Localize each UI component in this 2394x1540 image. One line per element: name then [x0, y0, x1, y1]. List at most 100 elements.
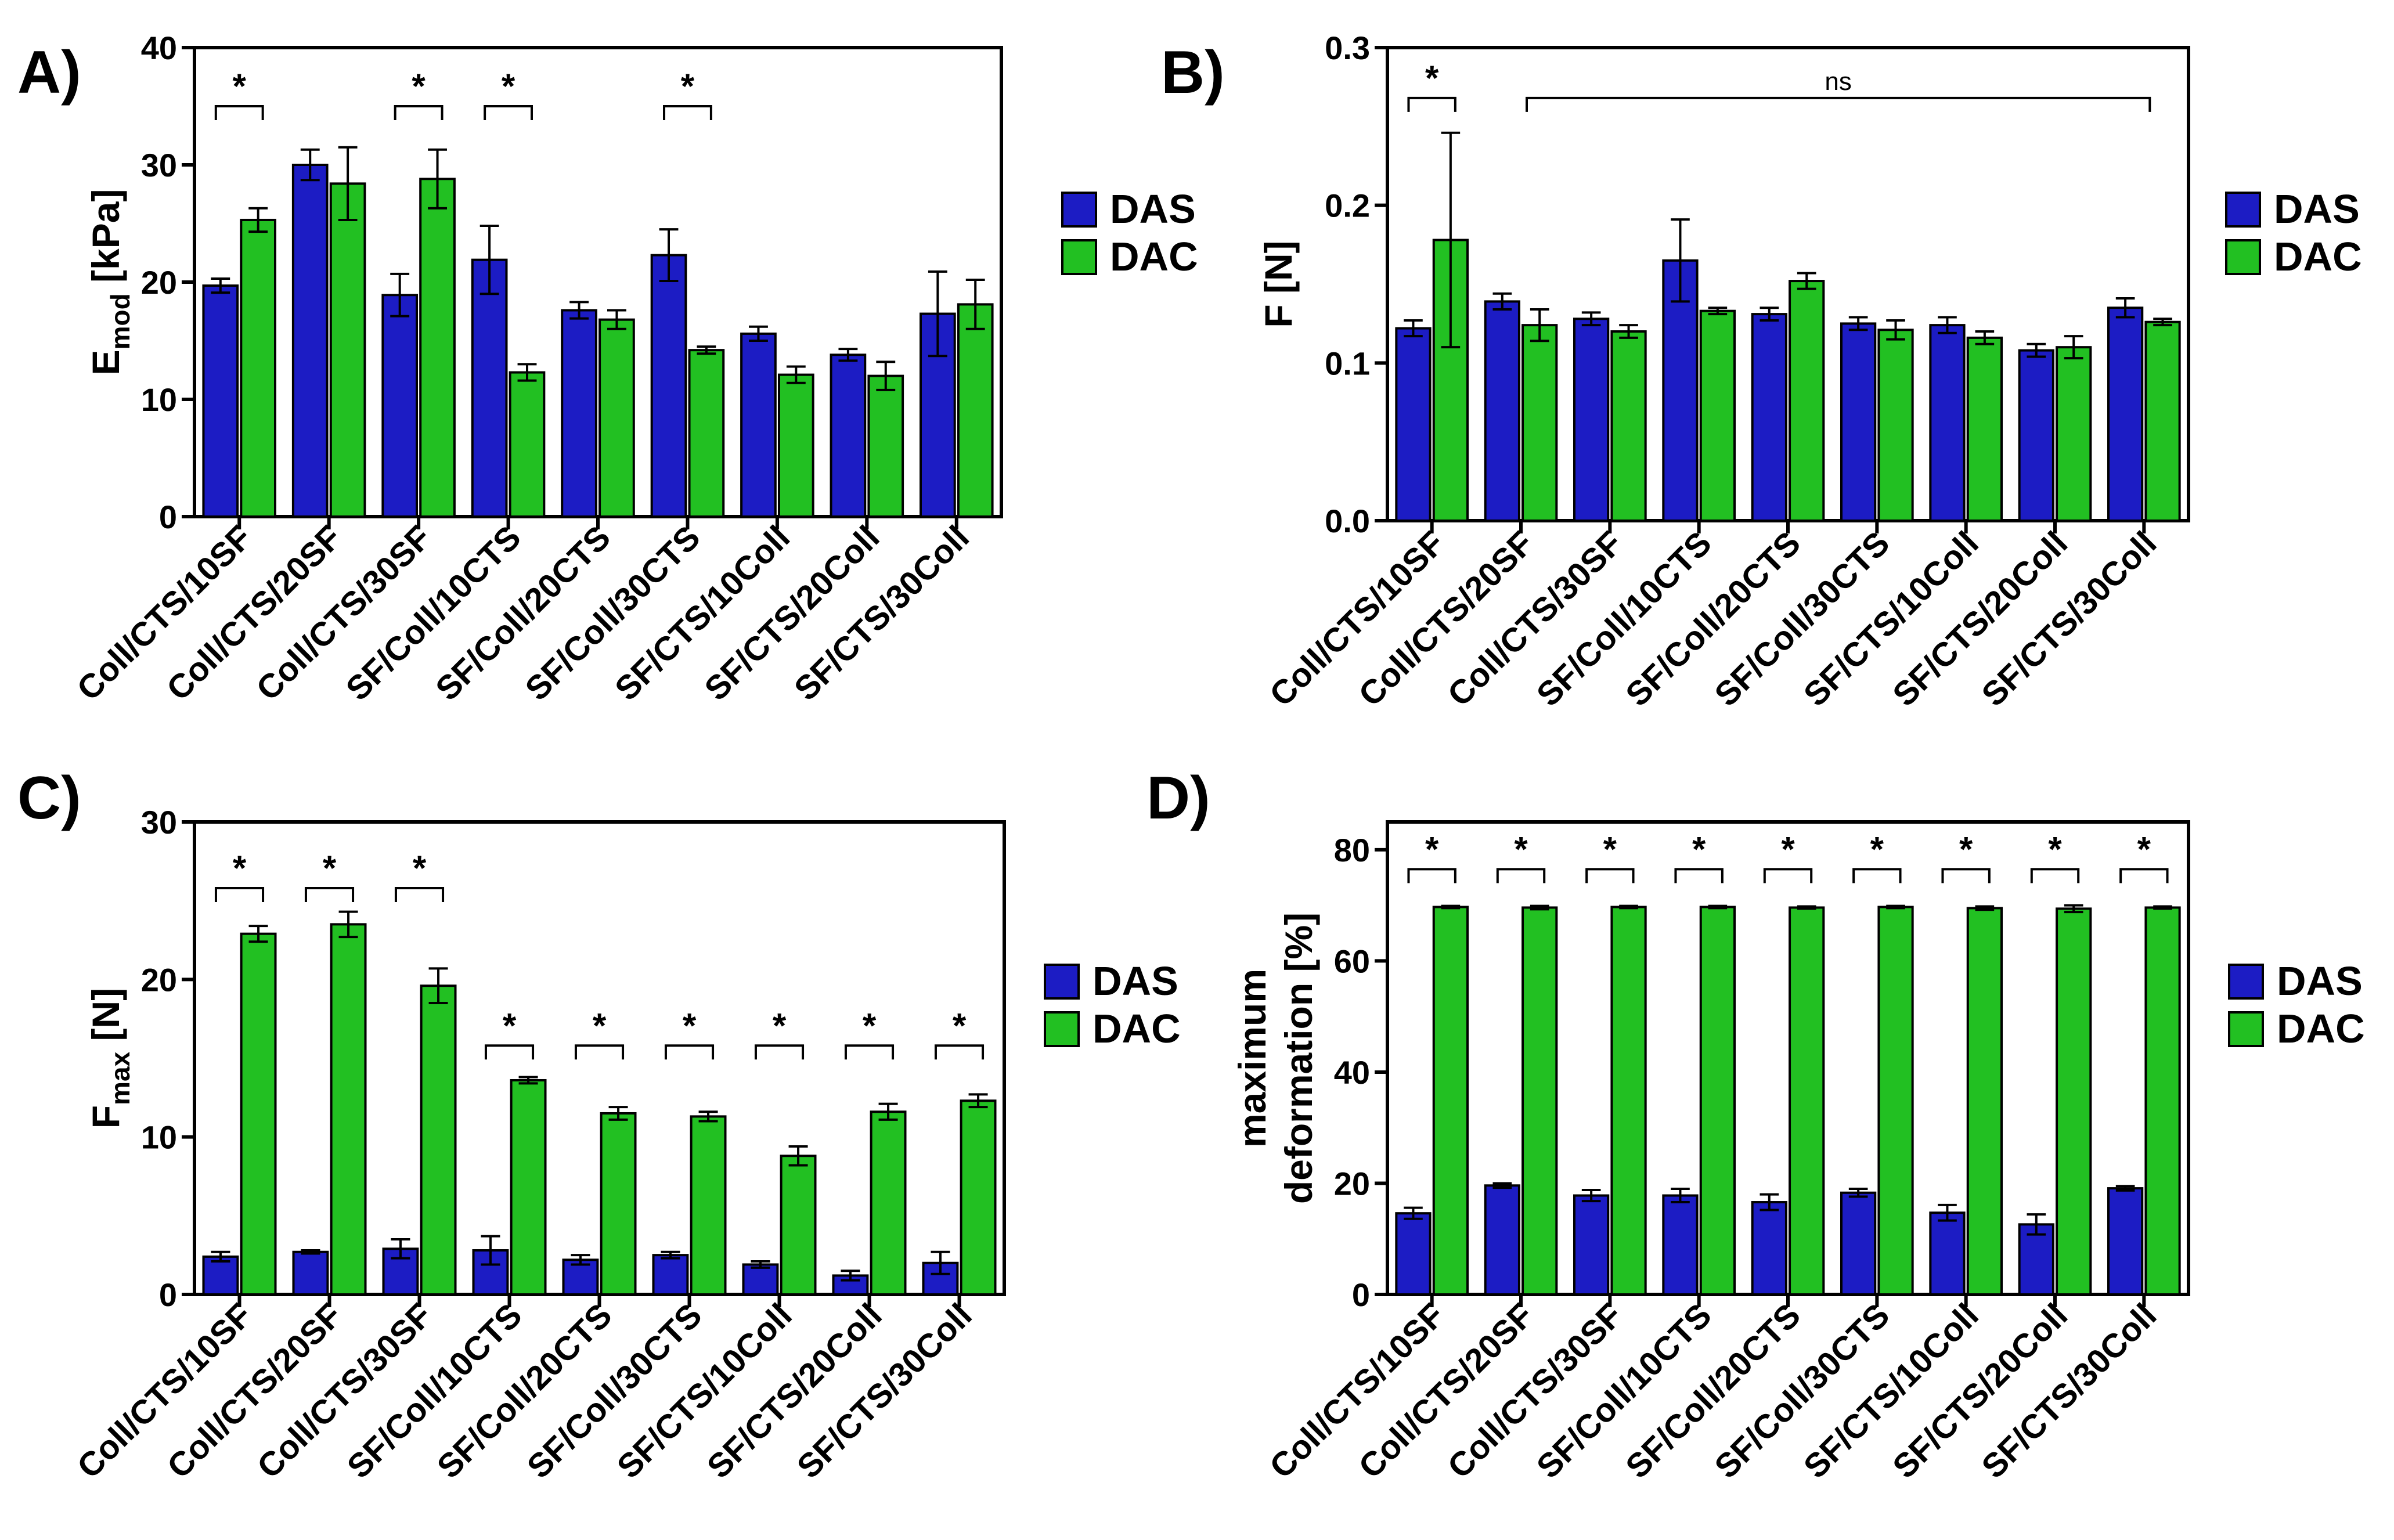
- significance-label: *: [1959, 829, 1973, 868]
- legend-swatch-das: [2228, 964, 2264, 1000]
- y-tick-label: 10: [141, 381, 177, 418]
- significance-bracket: [574, 1044, 625, 1060]
- y-axis-label-unit: [kPa]: [84, 189, 127, 294]
- bar-dac: [240, 218, 276, 518]
- bar-dac: [240, 932, 277, 1296]
- bar-dac: [420, 984, 457, 1296]
- y-tick-label: 0: [159, 499, 177, 535]
- significance-bracket: [214, 886, 265, 902]
- bar-das: [381, 294, 419, 518]
- bar-dac: [690, 1115, 727, 1296]
- significance-label: *: [1603, 829, 1617, 868]
- legend-label-das: DAS: [1093, 958, 1178, 1004]
- significance-label: *: [233, 67, 247, 106]
- significance-bracket: [394, 105, 444, 120]
- significance-label: *: [1692, 829, 1706, 868]
- bar-dac: [1699, 309, 1736, 522]
- y-tick-label: 40: [141, 30, 177, 66]
- bar-dac: [957, 303, 994, 518]
- significance-label: *: [593, 1006, 607, 1045]
- bar-dac: [509, 371, 546, 518]
- significance-bracket: [1585, 868, 1635, 883]
- bar-dac: [2056, 907, 2092, 1296]
- bar-dac: [2144, 906, 2181, 1296]
- significance-bracket: [1407, 96, 1456, 112]
- legend-swatch-dac: [1044, 1011, 1080, 1047]
- bar-das: [1395, 327, 1432, 522]
- significance-label: *: [502, 67, 515, 106]
- bar-das: [830, 354, 867, 518]
- legend-swatch-das: [2225, 192, 2261, 228]
- significance-label: *: [2048, 829, 2062, 868]
- bar-dac: [1789, 906, 1825, 1296]
- legend-label-dac: DAC: [2277, 1006, 2365, 1051]
- bar-dac: [329, 182, 366, 518]
- significance-bracket: [1526, 96, 2151, 112]
- bar-das: [740, 332, 777, 518]
- significance-bracket: [484, 105, 533, 120]
- bar-das: [2018, 349, 2054, 522]
- bar-dac: [688, 349, 725, 518]
- legend-swatch-das: [1061, 192, 1097, 228]
- legend-label-dac: DAC: [2274, 234, 2362, 279]
- panel-label: B): [1161, 39, 1225, 106]
- bar-dac: [330, 923, 367, 1296]
- bar-das: [1395, 1212, 1432, 1296]
- bar-das: [1929, 1211, 1966, 1296]
- bar-dac: [1522, 324, 1558, 522]
- legend-label-das: DAS: [2274, 186, 2360, 232]
- bar-dac: [2144, 320, 2181, 522]
- bar-das: [202, 1255, 239, 1296]
- y-axis-label-line1: maximum: [1231, 969, 1274, 1148]
- bar-das: [1573, 318, 1610, 522]
- y-axis-label-main: E: [84, 349, 127, 375]
- bar-dac: [1877, 329, 1914, 522]
- significance-label: *: [323, 849, 337, 888]
- significance-label: *: [1425, 829, 1439, 868]
- chart-panel-b: B)0.00.10.20.3F [N]Coll/CTS/10SFColl/CTS…: [1161, 30, 2362, 713]
- significance-label: *: [412, 67, 426, 106]
- significance-label: *: [681, 67, 695, 106]
- significance-bracket: [394, 886, 445, 902]
- y-tick-label: 0: [159, 1276, 177, 1313]
- bar-das: [2107, 306, 2144, 522]
- legend-swatch-dac: [2228, 1011, 2264, 1047]
- y-tick-label: 0.3: [1325, 30, 1370, 66]
- panel-label: D): [1146, 764, 1210, 832]
- y-tick-label: 0.1: [1325, 345, 1370, 381]
- bar-dac: [598, 318, 635, 518]
- y-axis-label-main: F: [84, 1105, 127, 1128]
- bar-das: [1662, 259, 1699, 522]
- significance-bracket: [304, 886, 355, 902]
- bar-dac: [870, 1110, 907, 1296]
- bar-das: [202, 284, 239, 518]
- bar-das: [292, 1250, 329, 1296]
- significance-label: *: [233, 849, 247, 888]
- significance-label: *: [1514, 829, 1528, 868]
- bar-dac: [419, 178, 456, 518]
- y-tick-label: 30: [141, 147, 177, 183]
- y-axis-label-unit: [N]: [84, 988, 127, 1052]
- bar-dac: [600, 1112, 637, 1296]
- significance-bracket: [1496, 868, 1546, 883]
- significance-bracket: [484, 1044, 535, 1060]
- bar-dac: [1877, 906, 1914, 1296]
- y-tick-label: 60: [1334, 943, 1370, 979]
- bar-das: [1840, 1191, 1877, 1296]
- y-tick-label: 20: [1334, 1165, 1370, 1202]
- bar-dac: [1789, 280, 1825, 522]
- y-axis-label: Fmax [N]: [84, 988, 135, 1128]
- bar-dac: [1966, 336, 2003, 522]
- y-tick-label: 30: [141, 804, 177, 841]
- bar-das: [2107, 1187, 2144, 1296]
- significance-label: *: [863, 1006, 877, 1045]
- significance-bracket: [844, 1044, 895, 1060]
- y-tick-label: 80: [1334, 832, 1370, 868]
- significance-label: *: [1425, 59, 1439, 98]
- bar-das: [471, 258, 508, 518]
- y-axis-label-line2: deformation [%]: [1277, 913, 1320, 1204]
- bar-dac: [867, 374, 904, 518]
- bar-dac: [1610, 906, 1647, 1296]
